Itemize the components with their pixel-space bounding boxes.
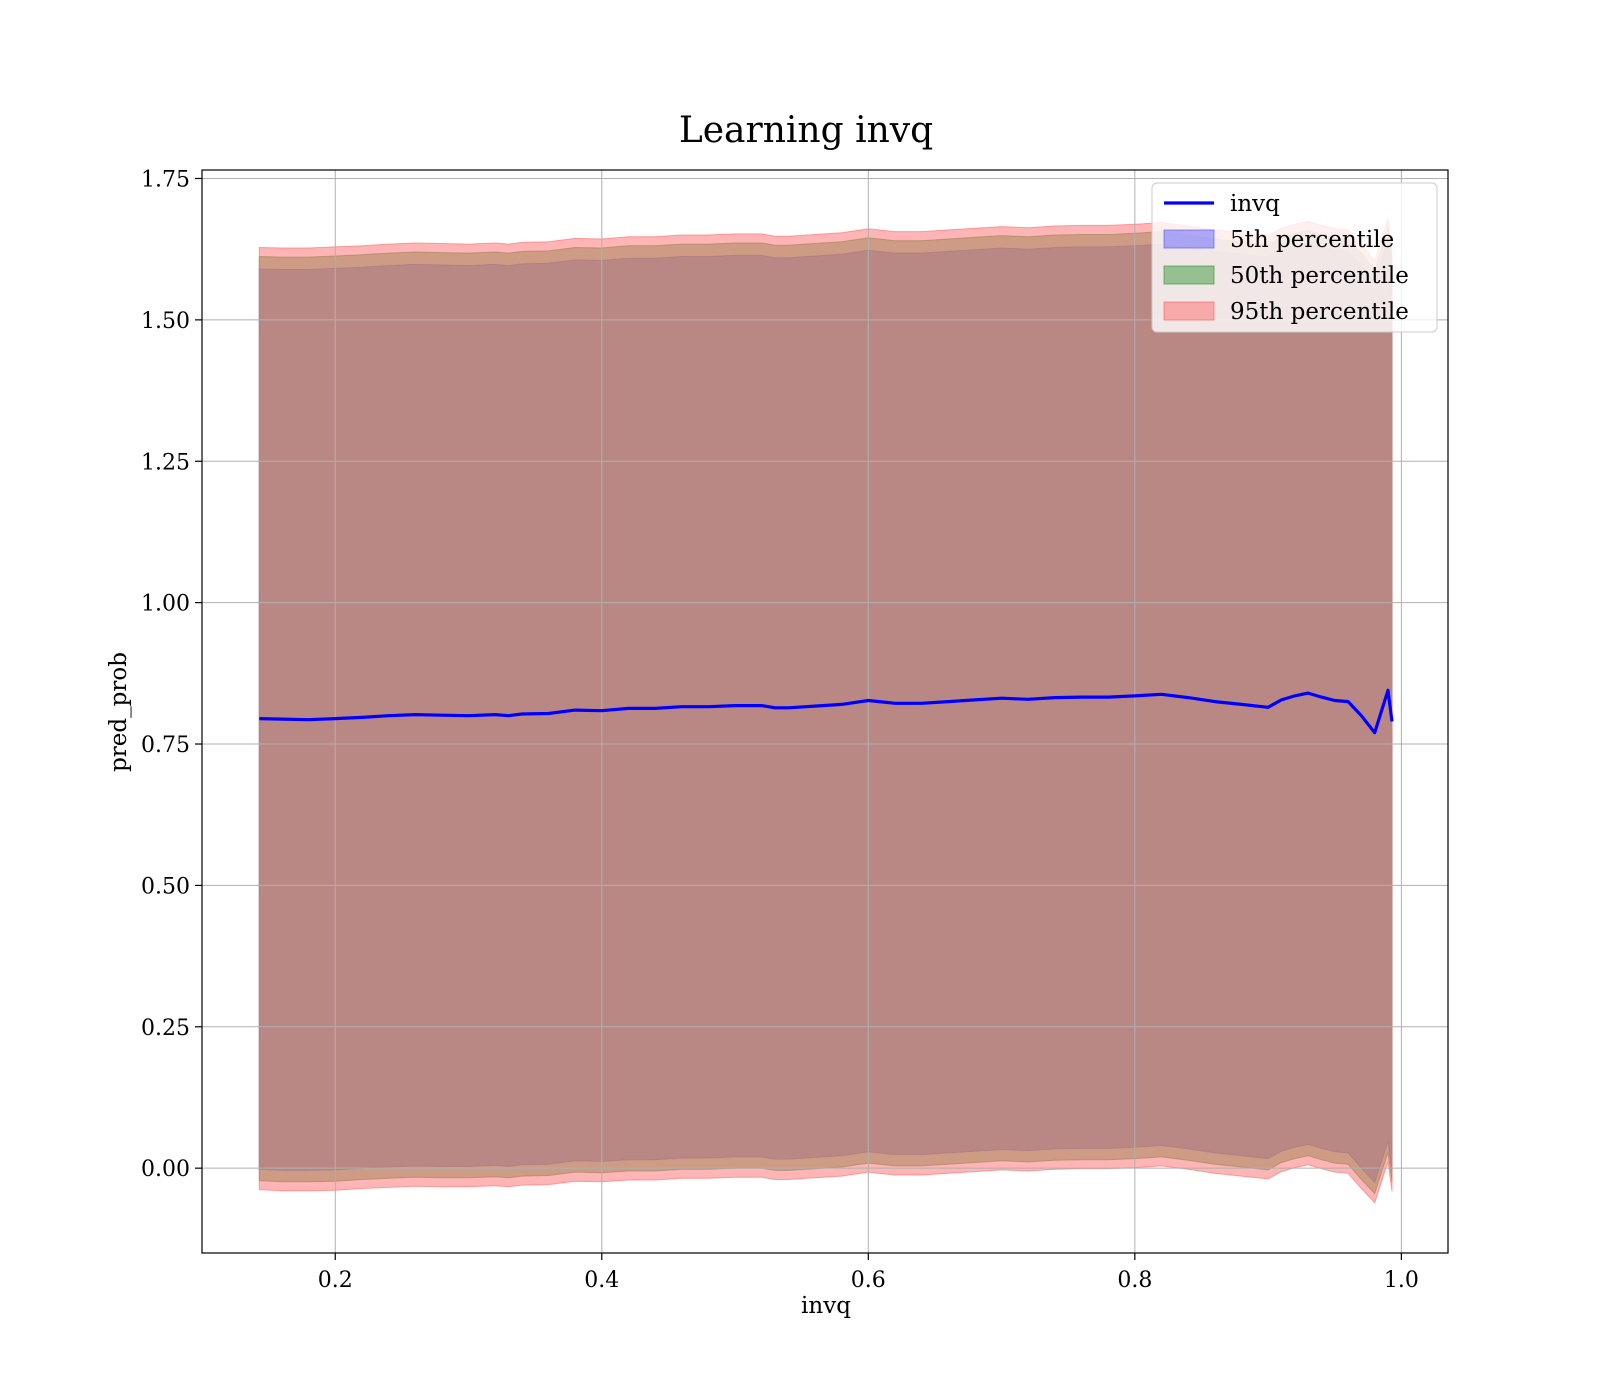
plot-area [201, 169, 1449, 1254]
legend-label: invq [1230, 191, 1280, 217]
percentile-bands [258, 218, 1393, 1204]
legend: invq 5th percentile 50th percentile 95th pe… [1151, 182, 1438, 333]
y-tick-label: 1.00 [141, 592, 190, 617]
x-tick-label: 1.0 [1384, 1268, 1419, 1293]
band-3 [258, 218, 1393, 1204]
plot-frame [201, 169, 1449, 1254]
y-tick-label: 0.50 [141, 874, 190, 899]
legend-swatch [1163, 265, 1215, 285]
legend-label: 50th percentile [1230, 263, 1409, 289]
x-tick-label: 0.8 [1117, 1268, 1152, 1293]
legend-box [1151, 182, 1438, 333]
y-tick-label: 0.25 [141, 1016, 190, 1041]
x-tick-label: 0.2 [318, 1268, 353, 1293]
x-axis-label: invq [801, 1293, 851, 1319]
x-tick-label: 0.4 [584, 1268, 619, 1293]
y-tick-label: 1.50 [141, 309, 190, 334]
x-tick-label: 0.6 [851, 1268, 886, 1293]
y-tick-label: 0.75 [141, 733, 190, 758]
legend-label: 5th percentile [1230, 227, 1394, 253]
y-axis-ticks: 0.00 0.25 0.50 0.75 1.00 1.25 1.50 1.75 [141, 167, 202, 1182]
y-axis-label: pred_prob [106, 652, 132, 772]
y-tick-label: 1.75 [141, 167, 190, 192]
series-line-0 [259, 688, 1394, 735]
series-lines [259, 688, 1394, 735]
y-tick-label: 0.00 [141, 1157, 190, 1182]
legend-label: 95th percentile [1230, 299, 1409, 325]
chart-title: Learning invq [679, 110, 933, 151]
legend-swatch [1163, 229, 1215, 249]
x-axis-ticks: 0.2 0.4 0.6 0.8 1.0 [318, 1253, 1419, 1293]
legend-swatch [1163, 301, 1215, 321]
y-tick-label: 1.25 [141, 450, 190, 475]
